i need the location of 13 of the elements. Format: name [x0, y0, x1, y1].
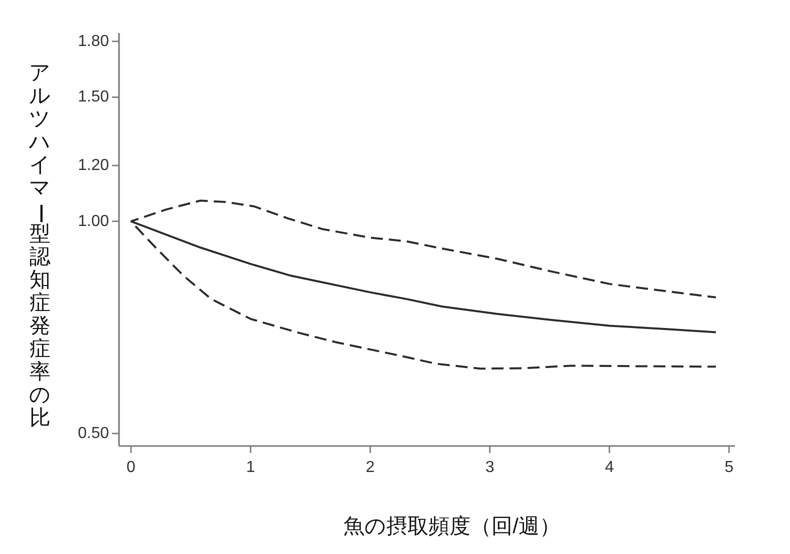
x-tick-label: 0 [126, 459, 136, 476]
x-tick-label: 5 [724, 459, 734, 476]
y-tick-label: 0.50 [78, 425, 110, 442]
x-tick-label: 1 [246, 459, 256, 476]
x-axis-title: 魚の摂取頻度（回/週） [344, 515, 560, 538]
y-tick-label: 1.00 [78, 212, 110, 230]
x-tick-label: 4 [604, 459, 614, 476]
y-tick-label: 1.20 [78, 157, 110, 174]
x-tick-label: 2 [366, 459, 375, 476]
y-tick-label: 1.50 [78, 88, 110, 106]
y-tick-label: 1.80 [78, 32, 110, 50]
y-axis-title: アルツハイマー型認知症発症率の比 [29, 61, 52, 429]
x-tick-label: 3 [485, 459, 494, 476]
